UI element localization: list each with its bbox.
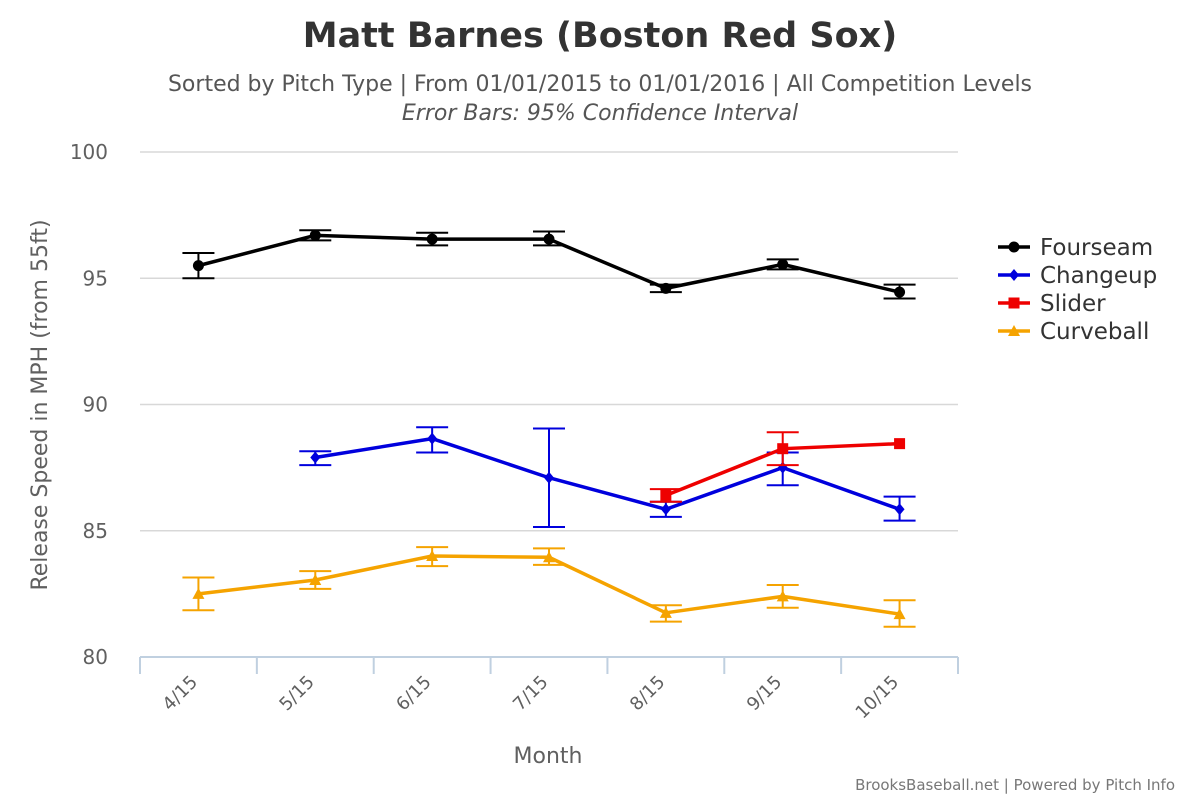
fourseam-point [660,282,672,294]
series-changeup [299,426,916,528]
y-axis-ticks: 80 85 90 95 100 [70,140,108,669]
curveball-point [776,590,789,602]
slider-point [894,438,906,450]
series-fourseam [182,229,916,300]
legend-marker-curveball [1008,325,1020,336]
changeup-line [315,436,901,512]
legend-marker-fourseam [1008,241,1020,253]
slider-point [777,443,789,455]
legend-label-fourseam: Fourseam [1040,235,1153,261]
series-slider [649,431,906,503]
chart-subtitle-error-bars: Error Bars: 95% Confidence Interval [402,101,798,126]
legend-marker-changeup [1009,269,1019,281]
curveball-point [192,587,205,599]
changeup-point [310,451,321,464]
legend-item-slider: Slider [998,291,1106,317]
gridlines [140,151,958,532]
legend-item-curveball: Curveball [998,319,1149,345]
x-tick-label: 6/15 [392,672,435,715]
y-tick-label: 95 [83,266,108,290]
fourseam-point [192,260,204,272]
curveball-point [893,608,906,620]
changeup-point [427,432,438,445]
fourseam-point [894,286,906,298]
legend-item-changeup: Changeup [998,263,1157,289]
x-axis: 4/15 5/15 6/15 7/15 8/15 9/15 10/15 [139,656,959,724]
chart-subtitle: Sorted by Pitch Type | From 01/01/2015 t… [168,72,1032,97]
legend-label-slider: Slider [1040,291,1106,317]
changeup-point [894,503,905,516]
x-tick-label: 10/15 [852,672,904,724]
x-tick-label: 8/15 [626,672,669,715]
fourseam-point [777,258,789,270]
series-layer [182,229,916,628]
chart-title: Matt Barnes (Boston Red Sox) [303,16,898,56]
x-tick-label: 7/15 [509,672,552,715]
changeup-point [660,503,671,516]
legend-label-curveball: Curveball [1040,319,1149,345]
series-curveball [182,546,916,628]
x-tick-label: 4/15 [159,672,202,715]
y-axis-title: Release Speed in MPH (from 55ft) [28,219,53,590]
curveball-point [659,606,672,618]
fourseam-point [309,229,321,241]
y-tick-label: 85 [83,519,108,543]
x-tick-label: 9/15 [743,672,786,715]
y-tick-label: 90 [83,393,108,417]
y-tick-label: 80 [83,645,108,669]
x-tick-label: 5/15 [275,672,318,715]
fourseam-point [543,233,555,245]
curveball-point [426,550,439,561]
fourseam-point [426,233,438,245]
curveball-point [543,551,555,563]
y-tick-label: 100 [70,140,108,164]
legend-marker-slider [1008,297,1020,309]
legend-label-changeup: Changeup [1040,263,1157,289]
credits-text: BrooksBaseball.net | Powered by Pitch In… [855,776,1175,794]
changeup-point [544,471,554,484]
legend-item-fourseam: Fourseam [998,235,1153,261]
slider-point [660,489,672,501]
curveball-point [309,573,322,585]
x-axis-title: Month [514,744,583,769]
